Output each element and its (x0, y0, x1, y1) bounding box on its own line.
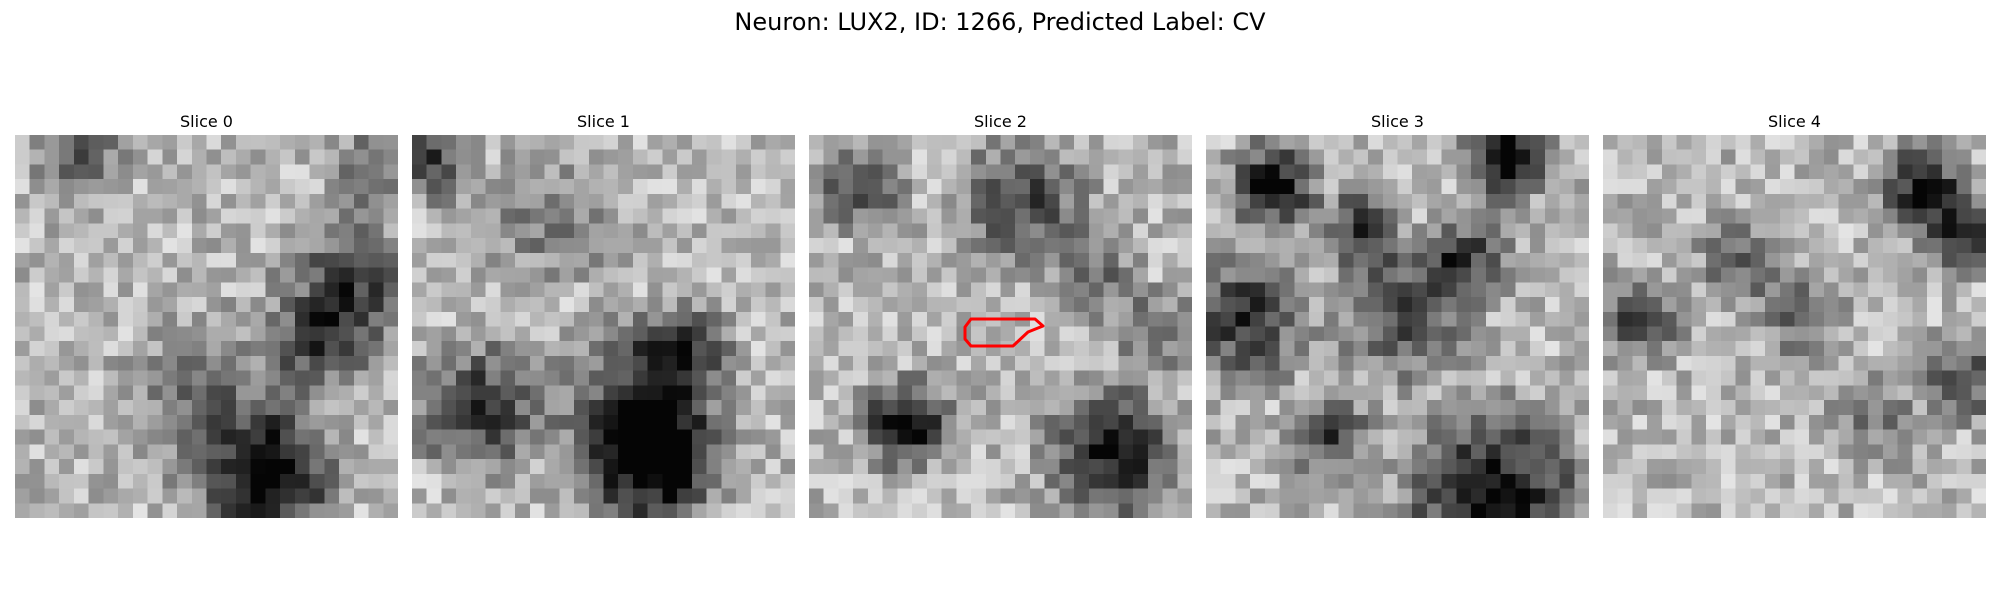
slice-panel-2: Slice 2 (809, 110, 1192, 518)
slice-panel-1: Slice 1 (412, 110, 795, 518)
slice-image (15, 135, 398, 518)
slice-panel-3: Slice 3 (1206, 110, 1589, 518)
slice-image (1206, 135, 1589, 518)
slice-image (412, 135, 795, 518)
slice-panel-0: Slice 0 (15, 110, 398, 518)
slice-image (1603, 135, 1986, 518)
slice-image (809, 135, 1192, 518)
segmentation-outline (963, 317, 1045, 348)
slice-title: Slice 4 (1768, 112, 1821, 131)
slice-panel-4: Slice 4 (1603, 110, 1986, 518)
slice-title: Slice 3 (1371, 112, 1424, 131)
slice-title: Slice 2 (974, 112, 1027, 131)
figure-title: Neuron: LUX2, ID: 1266, Predicted Label:… (734, 8, 1266, 36)
slice-title: Slice 1 (577, 112, 630, 131)
red-contour (963, 317, 1045, 348)
slice-title: Slice 0 (180, 112, 233, 131)
